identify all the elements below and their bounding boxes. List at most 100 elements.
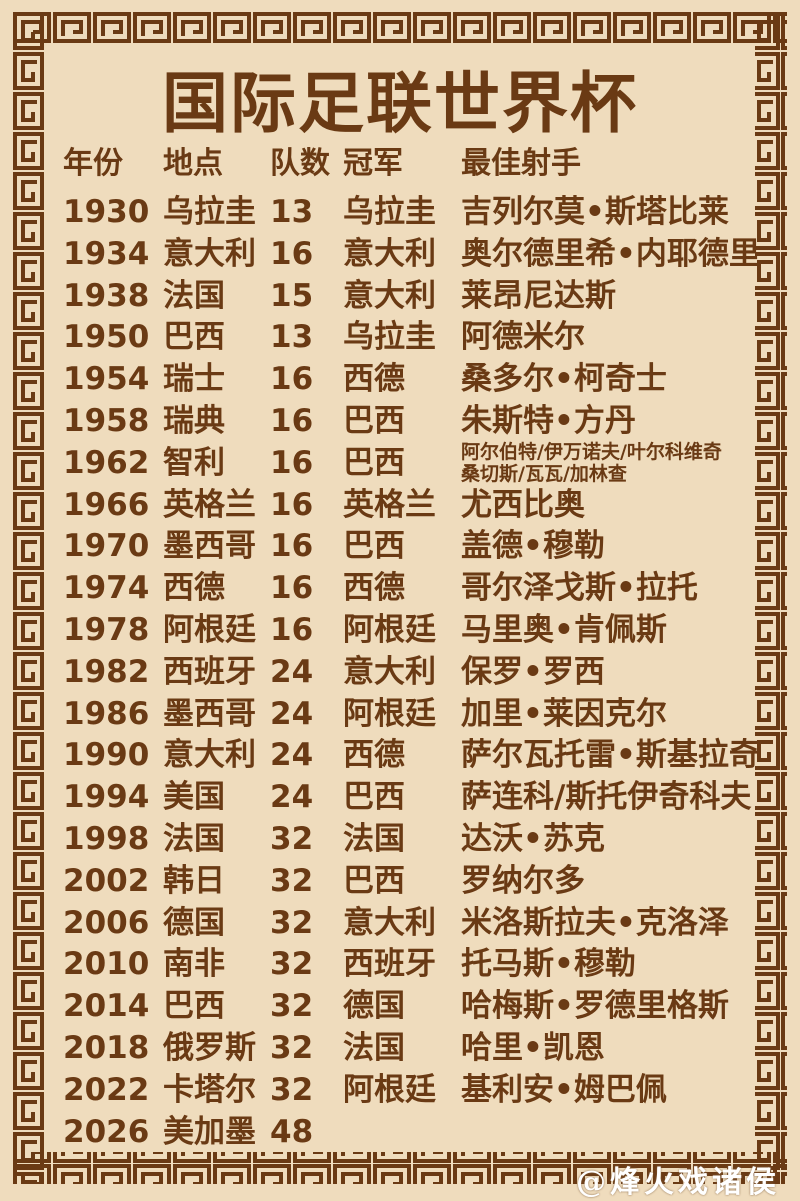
- scorer-cell: 哥尔泽戈斯•拉托: [461, 570, 698, 607]
- champion-cell: 巴西: [343, 779, 405, 816]
- champion-cell: 阿根廷: [343, 612, 436, 648]
- teams-cell: 24: [270, 695, 314, 732]
- teams-cell: 48: [270, 1113, 314, 1150]
- table-row: 1974 西德 16 西德 哥尔泽戈斯•拉托: [0, 567, 800, 609]
- champion-cell: 意大利: [343, 904, 436, 941]
- venue-cell: 巴西: [163, 988, 225, 1025]
- teams-cell: 13: [270, 194, 314, 230]
- champion-cell: 巴西: [343, 444, 405, 481]
- year-cell: 1930: [63, 194, 150, 230]
- teams-cell: 32: [270, 988, 314, 1025]
- table-row: 1986 墨西哥 24 阿根廷 加里•莱因克尔: [0, 693, 800, 735]
- champion-cell: 意大利: [343, 277, 436, 314]
- scorer-cell: 吉列尔莫•斯塔比莱: [461, 194, 729, 230]
- champion-cell: 乌拉圭: [343, 319, 436, 356]
- venue-cell: 意大利: [163, 737, 256, 774]
- venue-cell: 瑞士: [163, 361, 225, 398]
- year-cell: 1998: [63, 821, 150, 857]
- champion-cell: 阿根廷: [343, 695, 436, 732]
- year-cell: 1966: [63, 486, 150, 523]
- venue-cell: 阿根廷: [163, 612, 256, 648]
- venue-cell: 韩日: [163, 862, 225, 899]
- scorer-cell: 加里•莱因克尔: [461, 695, 667, 732]
- teams-cell: 16: [270, 235, 314, 272]
- header-champion: 冠军: [343, 146, 403, 181]
- scorer-cell: 哈梅斯•罗德里格斯: [461, 988, 729, 1025]
- table-row: 2006 德国 32 意大利 米洛斯拉夫•克洛泽: [0, 902, 800, 944]
- year-cell: 2006: [63, 904, 150, 941]
- champion-cell: 意大利: [343, 235, 436, 272]
- venue-cell: 美加墨: [163, 1113, 256, 1150]
- table-row: 1958 瑞典 16 巴西 朱斯特•方丹: [0, 400, 800, 442]
- scorer-cell: 阿尔伯特/伊万诺夫/叶尔科维奇: [461, 440, 722, 463]
- teams-cell: 32: [270, 1071, 314, 1108]
- teams-cell: 32: [270, 862, 314, 899]
- year-cell: 1954: [63, 361, 150, 398]
- teams-cell: 16: [270, 444, 314, 481]
- year-cell: 1950: [63, 319, 150, 356]
- teams-cell: 16: [270, 361, 314, 398]
- table-row: 1950 巴西 13 乌拉圭 阿德米尔: [0, 316, 800, 358]
- table-row: 2018 俄罗斯 32 法国 哈里•凯恩: [0, 1027, 800, 1069]
- teams-cell: 24: [270, 737, 314, 774]
- venue-cell: 法国: [163, 277, 225, 314]
- table-row: 2026 美加墨 48: [0, 1111, 800, 1153]
- venue-cell: 意大利: [163, 235, 256, 272]
- year-cell: 1962: [63, 444, 150, 481]
- table-row: 1970 墨西哥 16 巴西 盖德•穆勒: [0, 525, 800, 567]
- table-row: 1934 意大利 16 意大利 奥尔德里希•内耶德里: [0, 233, 800, 275]
- scorer-cell-line2: 桑切斯/瓦瓦/加林查: [461, 462, 627, 485]
- year-cell: 2002: [63, 862, 150, 899]
- teams-cell: 16: [270, 570, 314, 607]
- year-cell: 2026: [63, 1113, 150, 1150]
- page-title: 国际足联世界杯: [162, 65, 638, 142]
- champion-cell: 法国: [343, 1030, 405, 1066]
- teams-cell: 24: [270, 779, 314, 816]
- venue-cell: 乌拉圭: [163, 194, 256, 230]
- table-row: 1962 智利 16 巴西 阿尔伯特/伊万诺夫/叶尔科维奇 桑切斯/瓦瓦/加林查: [0, 440, 800, 485]
- year-cell: 2022: [63, 1071, 150, 1108]
- teams-cell: 32: [270, 946, 314, 983]
- venue-cell: 墨西哥: [163, 695, 256, 732]
- venue-cell: 智利: [163, 444, 225, 481]
- table-row: 1982 西班牙 24 意大利 保罗•罗西: [0, 651, 800, 693]
- teams-cell: 16: [270, 528, 314, 565]
- scorer-cell: 保罗•罗西: [461, 653, 605, 690]
- scorer-cell: 萨尔瓦托雷•斯基拉奇: [461, 737, 760, 774]
- teams-cell: 32: [270, 821, 314, 857]
- table-row: 1954 瑞士 16 西德 桑多尔•柯奇士: [0, 358, 800, 400]
- year-cell: 1986: [63, 695, 150, 732]
- venue-cell: 西德: [163, 570, 225, 607]
- year-cell: 1934: [63, 235, 150, 272]
- teams-cell: 16: [270, 403, 314, 439]
- scorer-cell: 米洛斯拉夫•克洛泽: [461, 904, 729, 941]
- venue-cell: 美国: [163, 779, 225, 816]
- venue-cell: 瑞典: [163, 403, 225, 439]
- year-cell: 1938: [63, 277, 150, 314]
- champion-cell: 西德: [343, 570, 405, 607]
- scorer-cell: 朱斯特•方丹: [461, 403, 636, 439]
- table-row: 1930 乌拉圭 13 乌拉圭 吉列尔莫•斯塔比莱: [0, 191, 800, 233]
- year-cell: 1994: [63, 779, 150, 816]
- scorer-cell: 达沃•苏克: [461, 821, 605, 857]
- champion-cell: 巴西: [343, 528, 405, 565]
- watermark: @烽火戏诸侯: [576, 1165, 780, 1200]
- champion-cell: 巴西: [343, 862, 405, 899]
- table-row: 1966 英格兰 16 英格兰 尤西比奥: [0, 484, 800, 526]
- scorer-cell: 马里奥•肯佩斯: [461, 612, 667, 648]
- year-cell: 1974: [63, 570, 150, 607]
- venue-cell: 俄罗斯: [163, 1030, 256, 1066]
- year-cell: 2010: [63, 946, 150, 983]
- header-top-scorer: 最佳射手: [461, 146, 581, 181]
- header-year: 年份: [63, 146, 123, 181]
- teams-cell: 32: [270, 1030, 314, 1066]
- table-row: 2010 南非 32 西班牙 托马斯•穆勒: [0, 943, 800, 985]
- venue-cell: 南非: [163, 946, 225, 983]
- teams-cell: 15: [270, 277, 314, 314]
- champion-cell: 英格兰: [343, 486, 436, 523]
- venue-cell: 巴西: [163, 319, 225, 356]
- year-cell: 2014: [63, 988, 150, 1025]
- venue-cell: 英格兰: [163, 486, 256, 523]
- scorer-cell: 基利安•姆巴佩: [461, 1071, 667, 1108]
- champion-cell: 法国: [343, 821, 405, 857]
